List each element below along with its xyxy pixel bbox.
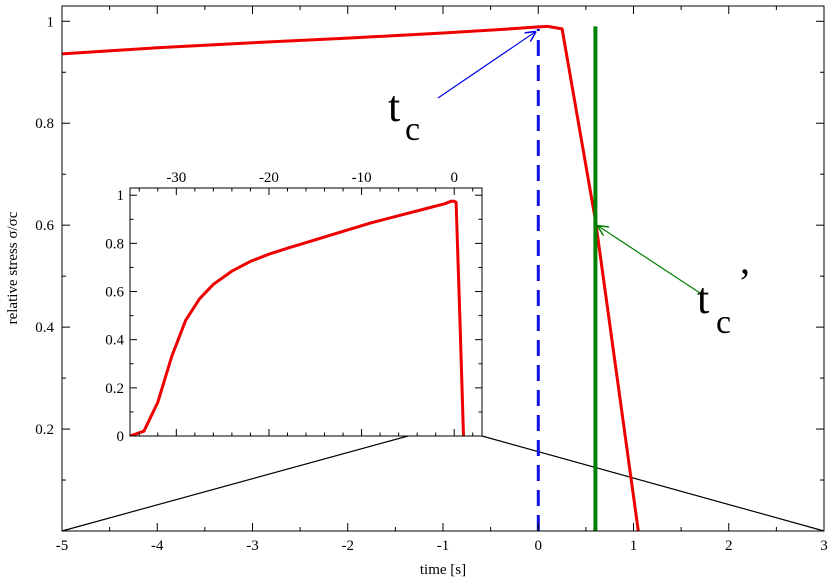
annotation-tc-prime: t bbox=[697, 274, 709, 323]
inset-y-tick-label: 0 bbox=[117, 429, 125, 445]
main-plot-series bbox=[62, 24, 640, 531]
annotation-tc-prime-mark: ’ bbox=[738, 260, 751, 305]
annotation-tc-prime-arrow bbox=[598, 226, 701, 294]
inset-x-tick-label: -30 bbox=[166, 170, 186, 186]
inset-x-tick-label: 0 bbox=[450, 170, 458, 186]
y-tick-label: 0.8 bbox=[35, 116, 54, 132]
x-tick-label: -3 bbox=[246, 538, 259, 554]
x-tick-label: 0 bbox=[535, 538, 543, 554]
inset-plot-axes: -30 -20 -10 0 0 0.2 0.4 0.6 0.8 1 bbox=[105, 170, 482, 445]
inset-x-tick-label: -20 bbox=[259, 170, 279, 186]
annotation-tc-subscript: c bbox=[405, 111, 420, 148]
annotations: t ct c’ bbox=[388, 32, 751, 341]
inset-y-tick-label: 0.4 bbox=[105, 333, 124, 349]
x-tick-label: -4 bbox=[151, 538, 164, 554]
x-tick-label: -1 bbox=[437, 538, 450, 554]
x-tick-label: 2 bbox=[725, 538, 733, 554]
inset-x-tick-label: -10 bbox=[352, 170, 372, 186]
annotation-tc: t bbox=[388, 82, 400, 131]
y-tick-label: 0.2 bbox=[35, 422, 54, 438]
y-tick-label: 0.4 bbox=[35, 320, 54, 336]
inset-plot-background bbox=[130, 188, 482, 436]
inset-series-line-0 bbox=[130, 199, 465, 436]
x-tick-label: 1 bbox=[630, 538, 638, 554]
x-tick-label: -5 bbox=[56, 538, 69, 554]
inset-y-tick-label: 0.8 bbox=[105, 236, 124, 252]
zoom-line-right bbox=[481, 435, 825, 532]
main-plot-frame bbox=[61, 5, 825, 532]
y-axis-title: relative stress σ/σc bbox=[5, 211, 21, 324]
inset-plot-frame bbox=[129, 187, 483, 437]
zoom-line-left bbox=[61, 435, 409, 532]
main-series-line-0 bbox=[62, 24, 640, 531]
y-tick-label: 0.6 bbox=[35, 218, 54, 234]
inset-y-tick-label: 1 bbox=[117, 188, 125, 204]
annotation-tc-arrow bbox=[437, 32, 535, 99]
inset-y-tick-label: 0.6 bbox=[105, 285, 124, 301]
x-axis-title: time [s] bbox=[420, 562, 466, 578]
inset-plot-series bbox=[130, 199, 465, 436]
annotation-tc-prime-subscript: c bbox=[716, 304, 731, 341]
x-tick-label: 3 bbox=[820, 538, 828, 554]
x-tick-label: -2 bbox=[342, 538, 355, 554]
y-tick-label: 1 bbox=[47, 14, 55, 30]
zoom-connector-lines bbox=[61, 435, 825, 532]
inset-y-tick-label: 0.2 bbox=[105, 381, 124, 397]
main-plot-axes: -5 -4 -3 -2 -1 0 1 2 30.20.40.60.81 bbox=[35, 6, 828, 554]
